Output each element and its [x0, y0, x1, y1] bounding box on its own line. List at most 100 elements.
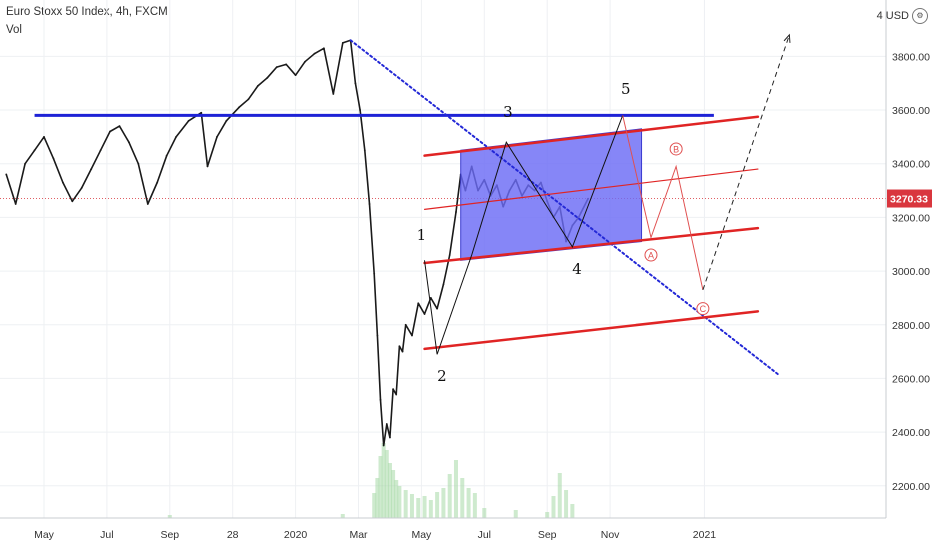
x-tick-label: 2021: [693, 529, 717, 541]
channel-lower-line: [423, 226, 760, 265]
price-point: [33, 149, 36, 152]
volume-bar: [372, 493, 377, 518]
x-tick-label: Nov: [601, 529, 620, 541]
volume-bar: [460, 478, 465, 518]
price-point: [411, 334, 413, 337]
x-axis: May Jul Sep 28 2020 Mar May Jul Sep Nov 2021: [0, 517, 886, 541]
x-tick-label: Mar: [349, 529, 368, 541]
x-tick-label: Sep: [160, 529, 179, 541]
price-point: [285, 63, 288, 66]
correction-label-A: A: [644, 248, 658, 262]
volume-bar: [570, 504, 575, 518]
price-point: [359, 109, 361, 111]
channel-upper-line: [423, 115, 760, 157]
channel-mid-line: [423, 168, 759, 210]
price-point: [187, 119, 190, 122]
price-point: [455, 211, 457, 213]
volume-bar: [428, 500, 433, 518]
price-point: [398, 345, 401, 348]
price-point: [90, 168, 93, 170]
price-point: [247, 98, 250, 101]
price-point: [354, 82, 357, 85]
y-tick-label: 3000.00: [892, 266, 930, 278]
wave-label-4: 4: [572, 260, 582, 278]
price-point: [206, 165, 209, 168]
price-point: [43, 135, 45, 138]
x-tick-label: 28: [227, 529, 239, 541]
current-price-label: 3270.33: [890, 194, 928, 206]
volume-bar: [472, 493, 477, 518]
y-tick-label: 3400.00: [892, 159, 930, 171]
price-point: [436, 307, 439, 310]
price-point: [373, 272, 376, 275]
volume-bar: [482, 508, 487, 518]
volume-bar: [422, 496, 427, 518]
price-point: [368, 203, 371, 205]
currency-selector[interactable]: 4 USD ⚙: [877, 8, 928, 24]
y-axis: 2200.00 2400.00 2600.00 2800.00 3000.00 3200.…: [885, 0, 930, 518]
x-tick-label: Jul: [478, 529, 491, 541]
correction-label-text: B: [673, 144, 679, 154]
correction-label-text: C: [700, 304, 707, 314]
price-point: [341, 42, 344, 44]
volume-bar: [394, 480, 399, 518]
price-point: [200, 111, 203, 114]
price-point: [376, 334, 379, 337]
x-tick-label: May: [411, 529, 432, 541]
price-point: [423, 313, 426, 315]
wave-label-3: 3: [503, 103, 513, 121]
price-point: [99, 149, 102, 152]
volume-bar: [441, 488, 446, 518]
price-point: [80, 186, 83, 189]
correction-label-circle: [644, 248, 658, 262]
price-point: [216, 135, 218, 138]
volume-bar: [557, 473, 562, 518]
price-point: [266, 76, 269, 79]
volume-bars: [167, 443, 575, 518]
price-point: [313, 52, 316, 55]
y-tick-label: 3800.00: [892, 51, 930, 63]
price-point: [401, 350, 404, 353]
volume-bar: [391, 470, 396, 518]
correction-label-B: B: [669, 142, 683, 156]
price-point: [294, 74, 297, 77]
volume-bar: [397, 486, 402, 518]
price-point: [137, 162, 140, 165]
price-point: [363, 149, 366, 152]
price-point: [332, 93, 335, 95]
correction-wave-path: [622, 115, 704, 291]
price-point: [448, 254, 451, 256]
volume-bar: [403, 490, 408, 518]
correction-label-C: C: [696, 302, 710, 316]
volume-bar: [340, 514, 345, 518]
price-point: [118, 125, 121, 128]
volume-bar: [466, 488, 471, 518]
volume-bar: [387, 463, 392, 518]
volume-bar: [447, 474, 452, 518]
wave-label-2: 2: [437, 367, 447, 385]
price-point: [156, 181, 159, 184]
volume-bar: [551, 496, 556, 518]
x-tick-label: Jul: [100, 529, 113, 541]
price-point: [14, 203, 17, 205]
price-point: [5, 173, 8, 176]
settings-icon[interactable]: ⚙: [912, 8, 928, 24]
price-point: [382, 444, 385, 447]
x-tick-label: Sep: [538, 529, 557, 541]
y-tick-label: 2400.00: [892, 427, 930, 439]
price-point: [52, 157, 55, 160]
price-point: [61, 181, 64, 184]
wave-label-1: 1: [417, 226, 427, 244]
y-axis-top-label: 4: [876, 10, 883, 22]
price-point: [442, 283, 445, 286]
elliott-wave-path: [424, 115, 624, 355]
volume-bar: [381, 443, 386, 518]
x-tick-label: May: [34, 529, 55, 541]
price-point: [385, 423, 388, 425]
currency-label: USD: [885, 10, 909, 22]
volume-label: Vol: [6, 24, 22, 36]
price-point: [395, 393, 398, 396]
y-tick-label: 2200.00: [892, 481, 930, 493]
